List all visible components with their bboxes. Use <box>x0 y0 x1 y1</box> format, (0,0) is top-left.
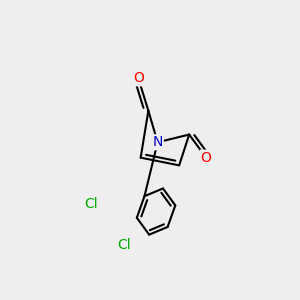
Text: Cl: Cl <box>84 197 98 211</box>
Text: Cl: Cl <box>118 238 131 252</box>
Text: N: N <box>152 135 163 149</box>
Text: O: O <box>133 71 144 85</box>
Text: O: O <box>201 151 212 165</box>
